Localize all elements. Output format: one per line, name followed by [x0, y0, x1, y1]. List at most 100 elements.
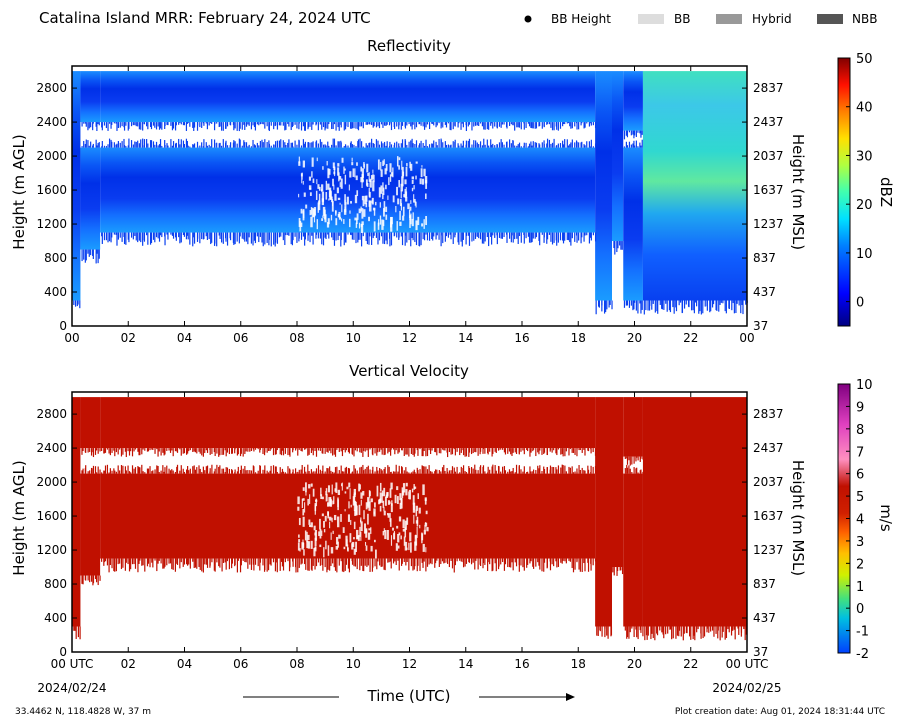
reflectivity-echo-region — [623, 71, 643, 131]
vertical-velocity-sparse-echo-speckle — [297, 482, 429, 559]
vertical-velocity-colorbar-tick-label: 10 — [856, 378, 873, 393]
reflectivity-x-tick-label: 20 — [627, 331, 642, 345]
vertical-velocity-y-tick-label-right: 2437 — [753, 441, 784, 455]
vertical-velocity-x-tick-label: 00 UTC — [51, 657, 94, 671]
vertical-velocity-y-tick-label: 1200 — [36, 543, 67, 557]
time-axis-label: Time (UTC) — [367, 687, 451, 705]
reflectivity-y-axis-label: Height (m AGL) — [10, 134, 28, 249]
vertical-velocity-echo-region — [80, 397, 101, 449]
reflectivity-echo-region — [642, 71, 747, 301]
reflectivity-y-axis-label-right: Height (m MSL) — [789, 134, 807, 250]
vertical-velocity-x-tick-label: 20 — [627, 657, 642, 671]
vertical-velocity-y-tick-label: 0 — [59, 645, 67, 659]
vertical-velocity-echo-region — [595, 397, 612, 627]
vertical-velocity-echo-region — [612, 397, 624, 568]
vertical-velocity-colorbar-tick-label: 6 — [856, 468, 864, 483]
vertical-velocity-colorbar-tick-label: 9 — [856, 400, 864, 415]
vertical-velocity-colorbar-tick-label: 5 — [856, 490, 864, 505]
reflectivity-x-tick-label: 06 — [233, 331, 248, 345]
reflectivity-colorbar-gradient — [837, 57, 851, 327]
vertical-velocity-colorbar-tick-label: 4 — [856, 513, 864, 528]
vertical-velocity-echo-region — [72, 397, 81, 627]
vertical-velocity-y-tick-label: 2800 — [36, 407, 67, 421]
reflectivity-y-tick-label: 2400 — [36, 115, 67, 129]
vertical-velocity-y-tick-label: 800 — [44, 577, 67, 591]
reflectivity-x-tick-label: 00 — [739, 331, 754, 345]
reflectivity-echo-region — [100, 147, 596, 233]
reflectivity-y-tick-label: 1600 — [36, 183, 67, 197]
vertical-velocity-x-tick-label: 16 — [514, 657, 529, 671]
reflectivity-x-tick-label: 16 — [514, 331, 529, 345]
reflectivity-sparse-echo-speckle — [298, 156, 428, 234]
reflectivity-colorbar-tick-label: 50 — [856, 52, 873, 67]
vertical-velocity-y-tick-label: 400 — [44, 611, 67, 625]
vertical-velocity-x-tick-label: 18 — [571, 657, 586, 671]
reflectivity-y-tick-label-right: 2437 — [753, 115, 784, 129]
end-date-label: 2024/02/25 — [712, 681, 781, 695]
reflectivity-echo-region — [72, 71, 81, 301]
vertical-velocity-y-axis-label-right: Height (m MSL) — [789, 460, 807, 576]
vertical-velocity-y-tick-label-right: 837 — [753, 577, 776, 591]
vertical-velocity-y-tick-label-right: 2837 — [753, 407, 784, 421]
reflectivity-y-tick-label: 2000 — [36, 149, 67, 163]
reflectivity-echo-region — [80, 71, 101, 123]
reflectivity-colorbar-tick-label: 20 — [856, 198, 873, 213]
reflectivity-x-tick-label: 14 — [458, 331, 473, 345]
vertical-velocity-echo-region — [100, 397, 596, 449]
reflectivity-colorbar-label: dBZ — [877, 177, 895, 207]
vertical-velocity-y-tick-label-right: 437 — [753, 611, 776, 625]
vertical-velocity-colorbar-tick-label: 8 — [856, 423, 864, 438]
vertical-velocity-x-tick-label: 22 — [683, 657, 698, 671]
reflectivity-y-tick-label: 800 — [44, 251, 67, 265]
start-date-label: 2024/02/24 — [37, 681, 106, 695]
vertical-velocity-x-tick-label: 06 — [233, 657, 248, 671]
vertical-velocity-colorbar-label: m/s — [877, 504, 895, 532]
reflectivity-colorbar-tick-label: 30 — [856, 149, 873, 164]
vertical-velocity-echo-region — [623, 473, 643, 627]
legend-swatch-bb-height — [524, 15, 532, 23]
vertical-velocity-echo-region — [642, 397, 747, 627]
reflectivity-y-tick-label: 0 — [59, 319, 67, 333]
reflectivity-y-tick-label-right: 37 — [753, 319, 768, 333]
vertical-velocity-x-tick-label: 08 — [289, 657, 304, 671]
reflectivity-echo-region — [100, 71, 596, 123]
reflectivity-colorbar-tick-label: 40 — [856, 101, 873, 116]
vertical-velocity-x-tick-label: 04 — [177, 657, 192, 671]
plot-creation-date: Plot creation date: Aug 01, 2024 18:31:4… — [675, 707, 885, 717]
legend-label-bb: BB — [674, 12, 690, 26]
time-arrow-right — [479, 693, 575, 701]
reflectivity-y-tick-label: 2800 — [36, 81, 67, 95]
reflectivity-y-tick-label-right: 1637 — [753, 183, 784, 197]
reflectivity-x-tick-label: 08 — [289, 331, 304, 345]
reflectivity-colorbar: 0 10 20 30 40 50 — [837, 52, 873, 327]
vertical-velocity-colorbar-tick-label: 0 — [856, 602, 864, 617]
reflectivity-colorbar-tick-label: 10 — [856, 247, 873, 262]
vertical-velocity-x-tick-label: 14 — [458, 657, 473, 671]
reflectivity-x-tick-label: 04 — [177, 331, 192, 345]
legend-label-nbb: NBB — [852, 12, 877, 26]
reflectivity-x-tick-label: 12 — [402, 331, 417, 345]
vertical-velocity-y-tick-label-right: 1637 — [753, 509, 784, 523]
vertical-velocity-y-tick-label: 1600 — [36, 509, 67, 523]
reflectivity-echo-region — [623, 147, 643, 301]
reflectivity-y-tick-label-right: 2037 — [753, 149, 784, 163]
reflectivity-y-tick-label: 400 — [44, 285, 67, 299]
legend-swatch-bb — [638, 14, 664, 24]
reflectivity-title: Reflectivity — [367, 37, 451, 55]
reflectivity-y-tick-label-right: 437 — [753, 285, 776, 299]
reflectivity-y-tick-label-right: 837 — [753, 251, 776, 265]
vertical-velocity-colorbar-tick-label: -2 — [856, 647, 869, 662]
vertical-velocity-echo-edges — [73, 448, 747, 641]
reflectivity-panel: Reflectivity 00 02 04 06 08 10 12 14 16 18 20 22 000… — [10, 37, 895, 345]
reflectivity-echo-region — [612, 71, 624, 242]
vertical-velocity-echo-region — [80, 473, 101, 576]
vertical-velocity-x-tick-label: 12 — [402, 657, 417, 671]
reflectivity-y-tick-label-right: 2837 — [753, 81, 784, 95]
vertical-velocity-colorbar-tick-label: -1 — [856, 625, 869, 640]
reflectivity-x-tick-label: 00 — [64, 331, 79, 345]
vertical-velocity-y-tick-label-right: 1237 — [753, 543, 784, 557]
vertical-velocity-panel: Vertical Velocity 00 UTC 02 04 06 08 10 12 14 16… — [10, 362, 895, 671]
